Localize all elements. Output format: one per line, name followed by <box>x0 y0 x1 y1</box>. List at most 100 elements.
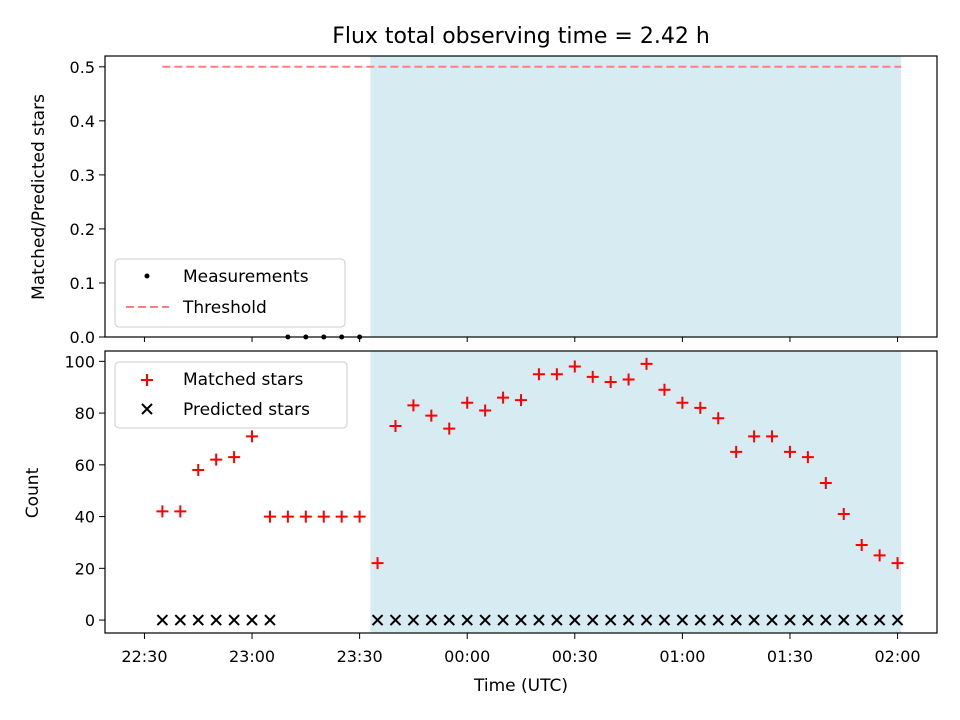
predicted-star-point <box>712 614 724 626</box>
predicted-star-point <box>461 614 473 626</box>
top-legend-box <box>114 258 346 328</box>
top-shaded-region <box>370 56 902 337</box>
predicted-star-point <box>855 614 868 626</box>
y-tick-label: 0.4 <box>70 112 95 131</box>
predicted-star-point <box>784 614 796 626</box>
y-tick-label: 0 <box>85 611 95 630</box>
x-tick-label: 00:30 <box>552 647 598 666</box>
predicted-star-point <box>587 614 599 626</box>
matched-star-point <box>676 396 689 409</box>
matched-star-point <box>891 557 904 570</box>
matched-star-point <box>461 396 474 409</box>
matched-star-point <box>497 391 510 404</box>
predicted-star-point <box>479 614 491 626</box>
predicted-star-point <box>766 614 778 626</box>
top-axes-frame <box>104 55 938 338</box>
matched-star-point <box>748 430 761 443</box>
matched-star-point <box>819 476 832 489</box>
predicted-star-point <box>246 614 258 626</box>
legend-measurements-marker <box>144 273 150 279</box>
matched-star-point <box>515 394 527 407</box>
matched-star-point <box>801 451 814 464</box>
top-legend: Measurements Threshold <box>114 258 346 328</box>
matched-star-point <box>712 412 725 425</box>
predicted-star-point <box>838 614 850 626</box>
legend-measurements-label: Measurements <box>183 267 309 287</box>
predicted-star-point <box>569 614 581 626</box>
matched-star-point <box>371 557 384 570</box>
matched-star-point <box>568 360 581 373</box>
predicted-stars-markers <box>156 614 904 626</box>
legend-threshold-label: Threshold <box>182 298 267 318</box>
predicted-star-point <box>407 614 420 626</box>
bottom-y-axis-label: Count <box>23 467 43 518</box>
bottom-legend-box <box>114 361 348 429</box>
matched-star-point <box>730 445 743 458</box>
bottom-y-ticks: 0 20 40 60 80 100 <box>64 352 105 630</box>
matched-star-point <box>317 510 330 523</box>
legend-predicted-label: Predicted stars <box>183 400 310 420</box>
x-tick-label: 23:30 <box>337 647 383 666</box>
y-tick-label: 0.2 <box>70 220 95 239</box>
bottom-shaded-region <box>370 351 902 633</box>
predicted-star-point <box>676 614 689 626</box>
y-tick-label: 0.5 <box>70 58 95 77</box>
matched-star-point <box>855 539 868 552</box>
predicted-star-point <box>604 614 617 626</box>
matched-star-point <box>389 420 402 433</box>
matched-star-point <box>658 383 671 396</box>
x-tick-label: 02:00 <box>874 647 920 666</box>
x-tick-label: 01:30 <box>767 647 813 666</box>
predicted-star-point <box>694 614 707 626</box>
bottom-panel: 0 20 40 60 80 100 22:30 23:00 23:30 00:00 00:30 01… <box>23 350 938 696</box>
matched-star-point <box>873 549 886 562</box>
bottom-x-ticks: 22:30 23:00 23:30 00:00 00:30 01:00 01:30 02:00 <box>121 633 921 666</box>
predicted-star-point <box>174 614 187 626</box>
matched-star-point <box>156 505 169 518</box>
y-tick-label: 100 <box>64 352 95 371</box>
matched-stars-markers <box>156 357 904 570</box>
matched-star-point <box>263 510 276 523</box>
legend-predicted-marker <box>141 403 153 415</box>
matched-star-point <box>640 357 653 370</box>
predicted-star-point <box>515 614 527 626</box>
matched-star-point <box>532 368 545 381</box>
matched-star-point <box>425 409 438 422</box>
top-y-ticks: 0.0 0.1 0.2 0.3 0.4 0.5 <box>70 58 105 347</box>
predicted-star-point <box>156 614 169 626</box>
predicted-star-point <box>658 614 671 626</box>
bottom-axes-frame <box>104 350 938 634</box>
predicted-star-point <box>551 614 563 626</box>
predicted-star-point <box>497 614 509 626</box>
matched-star-point <box>353 510 366 523</box>
predicted-star-point <box>640 614 653 626</box>
predicted-star-point <box>389 614 402 626</box>
y-tick-label: 40 <box>75 508 95 527</box>
matched-star-point <box>837 507 850 520</box>
predicted-star-point <box>192 614 204 626</box>
matched-star-point <box>210 453 223 466</box>
matched-star-point <box>783 445 796 458</box>
matched-star-point <box>335 510 348 523</box>
predicted-star-point <box>443 614 455 626</box>
matched-star-point <box>281 510 294 523</box>
matched-star-point <box>246 430 259 443</box>
x-tick-label: 01:00 <box>659 647 705 666</box>
y-tick-label: 60 <box>75 456 95 475</box>
matched-star-point <box>228 451 241 464</box>
predicted-star-point <box>622 614 635 626</box>
predicted-star-point <box>873 614 886 626</box>
bottom-legend: Matched stars Predicted stars <box>114 361 348 429</box>
top-y-axis-label: Matched/Predicted stars <box>29 94 49 300</box>
y-tick-label: 0.1 <box>70 274 95 293</box>
legend-matched-marker <box>141 374 153 386</box>
matched-star-point <box>586 370 599 383</box>
legend-matched-label: Matched stars <box>183 370 303 390</box>
x-tick-label: 23:00 <box>229 647 275 666</box>
x-tick-label: 22:30 <box>121 647 167 666</box>
y-tick-label: 80 <box>75 404 95 423</box>
matched-star-point <box>479 404 492 417</box>
matched-star-point <box>299 510 312 523</box>
matched-star-point <box>604 376 617 389</box>
